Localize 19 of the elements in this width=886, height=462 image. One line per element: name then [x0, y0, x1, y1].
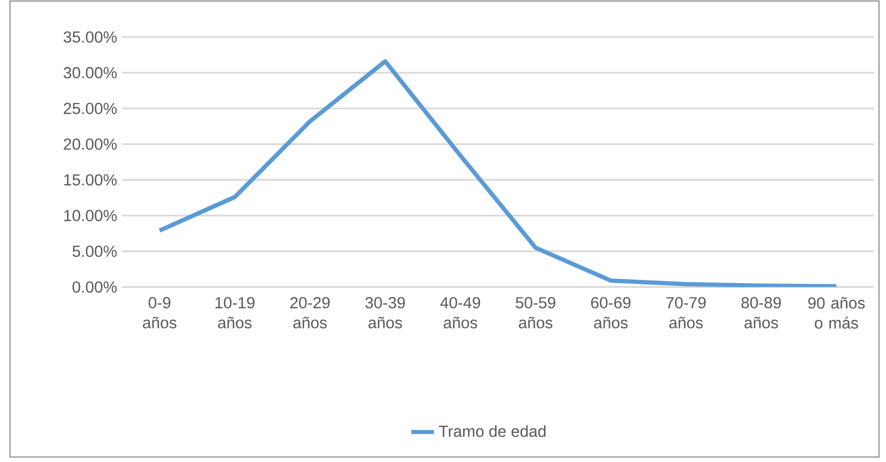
y-tick-label: 5.00%: [72, 246, 117, 257]
y-tick-label: 20.00%: [64, 138, 117, 150]
x-tick-label: 0-9 años: [142, 297, 176, 328]
x-tick-label: 70-79 años: [666, 297, 706, 328]
x-tick-label: 80-89 años: [741, 297, 781, 328]
y-tick-label: 25.00%: [64, 102, 117, 114]
x-tick-label: 40-49 años: [440, 297, 480, 328]
x-tick-label: 60-69 años: [591, 297, 630, 328]
x-tick-label: 30-39 años: [365, 297, 405, 328]
x-tick-label: 20-29 años: [290, 297, 330, 328]
y-tick-label: 15.00%: [64, 174, 117, 186]
x-tick-label: 50-59 años: [516, 297, 556, 328]
y-tick-label: 10.00%: [64, 210, 117, 222]
legend-label: Tramo de edad: [438, 425, 546, 437]
y-tick-label: 0.00%: [72, 281, 117, 293]
x-tick-label: 10-19 años: [216, 297, 254, 328]
x-tick-label: 90 años o más: [808, 297, 865, 329]
y-tick-label: 35.00%: [64, 31, 117, 43]
y-tick-label: 30.00%: [64, 67, 117, 78]
